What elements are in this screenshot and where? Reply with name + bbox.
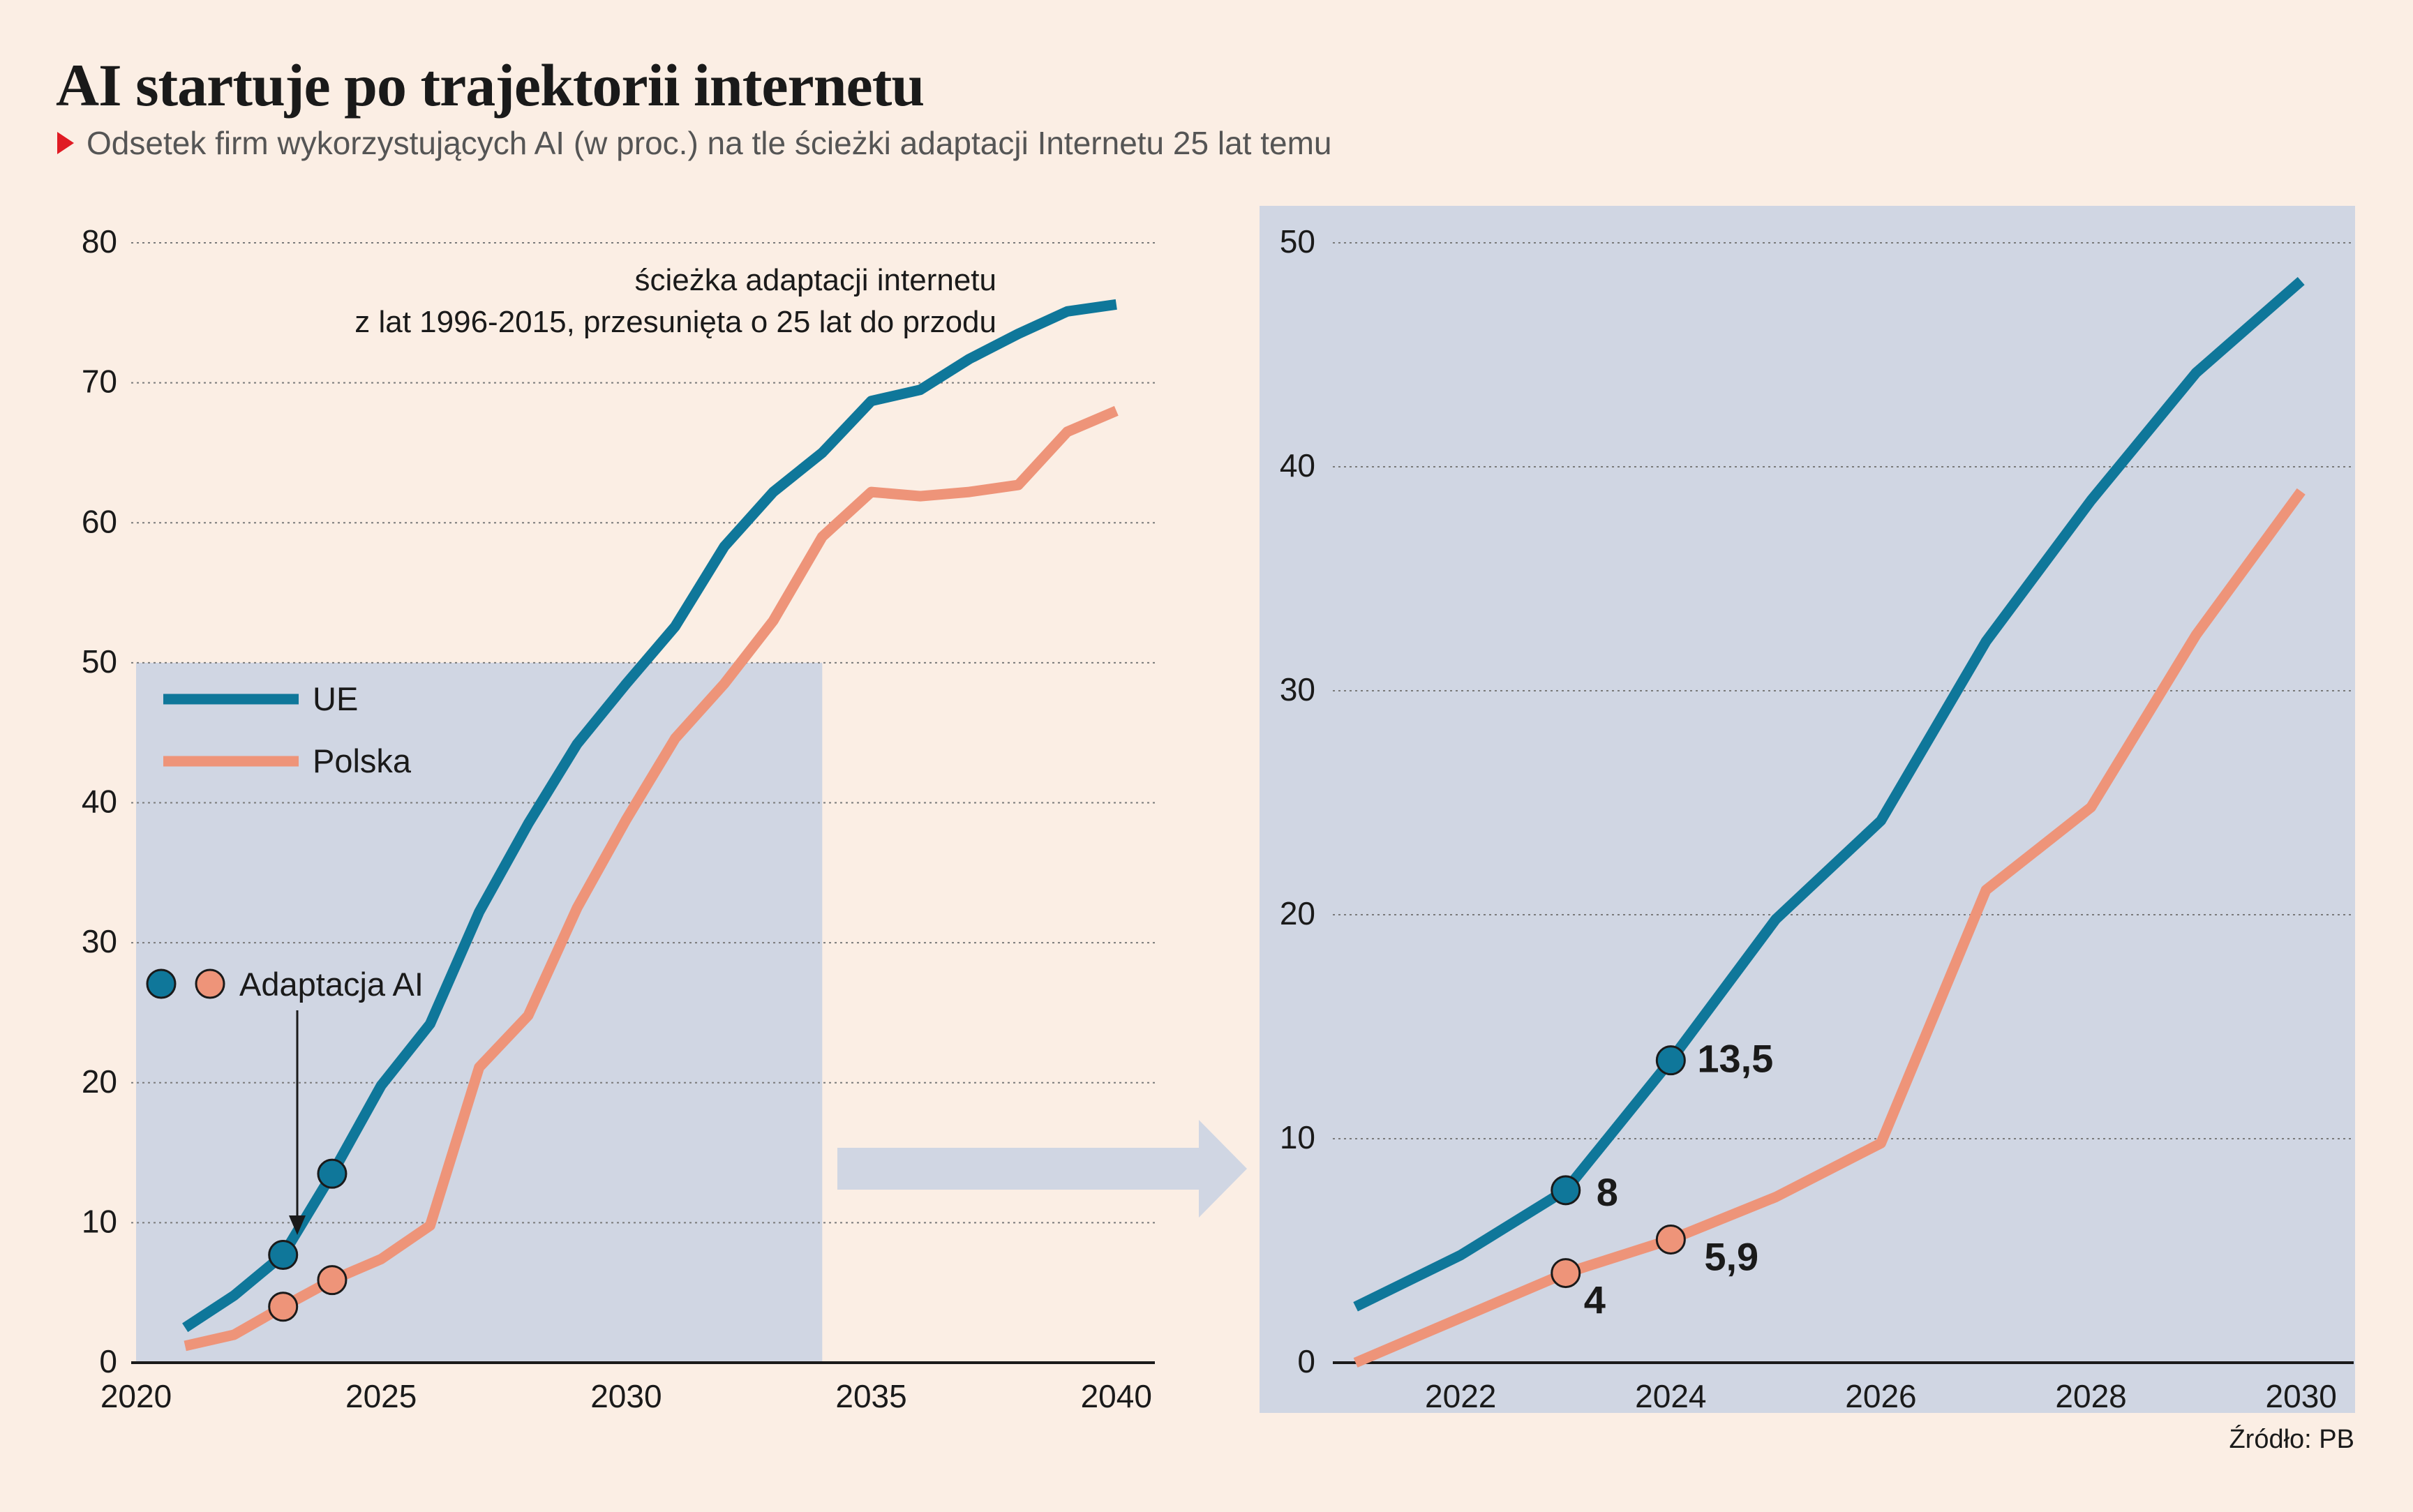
y-tick-label: 20 xyxy=(1280,895,1315,931)
data-marker xyxy=(317,1158,348,1189)
series-line-ue xyxy=(1353,276,2305,1312)
chart-subtitle: Odsetek firm wykorzystujących AI (w proc… xyxy=(57,124,1332,162)
x-tick-label: 2035 xyxy=(835,1378,906,1414)
data-label: 4 xyxy=(1584,1278,1606,1322)
y-tick-label: 60 xyxy=(82,503,117,539)
data-marker xyxy=(1655,1045,1686,1076)
zoom-arrow xyxy=(837,1120,1247,1218)
data-marker xyxy=(1551,1175,1581,1206)
y-tick-label: 70 xyxy=(82,364,117,400)
y-tick-label: 30 xyxy=(82,923,117,959)
data-marker xyxy=(317,1265,348,1296)
data-label: 13,5 xyxy=(1697,1037,1773,1081)
y-tick-label: 20 xyxy=(82,1063,117,1100)
x-tick-label: 2026 xyxy=(1845,1378,1916,1414)
x-tick-label: 2030 xyxy=(590,1378,662,1414)
x-tick-label: 2030 xyxy=(2266,1378,2337,1414)
series-line-ue xyxy=(182,299,1117,1333)
data-marker xyxy=(1551,1258,1581,1289)
series-annotation: z lat 1996-2015, przesunięta o 25 lat do… xyxy=(354,305,996,339)
y-tick-label: 50 xyxy=(82,643,117,680)
zoom-region xyxy=(136,662,823,1363)
legend-label: UE xyxy=(313,680,358,717)
y-tick-label: 50 xyxy=(1280,223,1315,260)
legend-label: Polska xyxy=(313,742,412,779)
x-tick-label: 2024 xyxy=(1635,1378,1706,1414)
x-tick-label: 2028 xyxy=(2055,1378,2126,1414)
data-label: 5,9 xyxy=(1704,1234,1758,1278)
series-annotation: ścieżka adaptacji internetu xyxy=(634,263,996,297)
y-tick-label: 0 xyxy=(99,1343,117,1379)
y-tick-label: 80 xyxy=(82,223,117,260)
data-marker xyxy=(1655,1224,1686,1255)
zoom-arrow-shape xyxy=(837,1120,1247,1218)
x-tick-label: 2020 xyxy=(100,1378,172,1414)
legend-label-adaptation: Adaptacja AI xyxy=(239,966,424,1003)
x-tick-label: 2025 xyxy=(345,1378,417,1414)
data-label: 8 xyxy=(1597,1170,1618,1214)
y-tick-label: 10 xyxy=(82,1203,117,1239)
x-tick-label: 2040 xyxy=(1081,1378,1152,1414)
triangle-marker-icon xyxy=(57,132,74,154)
x-tick-label: 2022 xyxy=(1425,1378,1496,1414)
source-note: Źródło: PB xyxy=(2229,1425,2354,1454)
chart-title: AI startuje po trajektorii internetu xyxy=(56,52,925,119)
y-tick-label: 0 xyxy=(1297,1343,1315,1379)
legend-marker-polska xyxy=(195,968,225,999)
data-marker xyxy=(268,1292,299,1322)
pointer-arrow-head xyxy=(289,1215,306,1235)
y-tick-label: 30 xyxy=(1280,671,1315,708)
data-marker xyxy=(268,1240,299,1271)
subtitle-text: Odsetek firm wykorzystujących AI (w proc… xyxy=(87,125,1332,161)
y-tick-label: 10 xyxy=(1280,1119,1315,1155)
y-tick-label: 40 xyxy=(82,784,117,820)
series-line-polska xyxy=(1353,488,2306,1368)
y-tick-label: 40 xyxy=(1280,447,1315,484)
legend-marker-ue xyxy=(146,968,177,999)
